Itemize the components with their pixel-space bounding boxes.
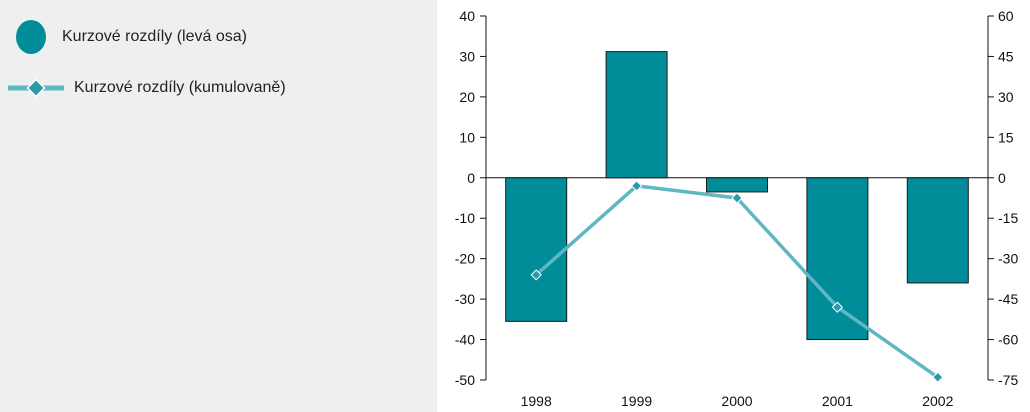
line-point-marker <box>831 301 844 313</box>
line-point-marker <box>932 371 944 383</box>
right-tick-label: 45 <box>998 48 1014 64</box>
x-tick-label: 1999 <box>621 393 652 409</box>
left-tick-label: 40 <box>459 8 475 24</box>
left-tick-label: 30 <box>459 48 475 64</box>
x-tick-label: 2000 <box>721 393 752 409</box>
bar <box>505 177 568 322</box>
series-line <box>535 184 939 379</box>
legend-line-marker-icon <box>8 78 64 98</box>
chart-axes <box>480 15 994 381</box>
bar <box>806 177 869 341</box>
legend-panel: Kurzové rozdíly (levá osa) Kurzové rozdí… <box>0 0 437 412</box>
right-tick-label: 30 <box>998 89 1014 105</box>
left-tick-label: -50 <box>455 372 475 388</box>
left-tick-label: -40 <box>455 332 475 348</box>
left-tick-label: 20 <box>459 89 475 105</box>
right-tick-label: 60 <box>998 8 1014 24</box>
x-tick-label: 2002 <box>922 393 953 409</box>
legend-item-bars: Kurzové rozdíly (levá osa) <box>16 20 247 54</box>
left-tick-label: -30 <box>455 291 475 307</box>
bar <box>706 177 768 193</box>
left-tick-label: 10 <box>459 129 475 145</box>
right-tick-label: -30 <box>998 251 1018 267</box>
bar <box>605 51 668 179</box>
line-point-marker <box>530 269 542 281</box>
legend-item-line: Kurzové rozdíly (kumulovaně) <box>8 78 286 98</box>
right-tick-label: -60 <box>998 332 1018 348</box>
bar <box>906 177 969 284</box>
left-tick-label: 0 <box>467 170 475 186</box>
chart-bars <box>505 51 969 341</box>
chart-line-series <box>530 180 944 383</box>
x-tick-label: 1998 <box>521 393 552 409</box>
left-tick-label: -10 <box>455 210 475 226</box>
right-tick-label: 0 <box>998 170 1006 186</box>
right-tick-label: 15 <box>998 129 1014 145</box>
legend-bar-label: Kurzové rozdíly (levá osa) <box>62 28 247 45</box>
right-tick-label: -45 <box>998 291 1018 307</box>
combo-chart: 40 30 20 10 0 -10 -20 -30 -40 -50 60 45 30 15 0 -15 -30 -… <box>455 8 1019 409</box>
left-tick-label: -20 <box>455 251 475 267</box>
line-point-marker <box>630 180 643 192</box>
right-tick-label: -75 <box>998 372 1018 388</box>
x-tick-label: 2001 <box>822 393 853 409</box>
line-point-marker <box>731 192 743 204</box>
right-tick-label: -15 <box>998 210 1018 226</box>
chart-tick-labels: 40 30 20 10 0 -10 -20 -30 -40 -50 60 45 30 15 0 -15 -30 -… <box>455 8 1019 409</box>
legend-line-label: Kurzové rozdíly (kumulovaně) <box>74 79 286 96</box>
legend-bar-swatch-icon <box>16 20 46 54</box>
